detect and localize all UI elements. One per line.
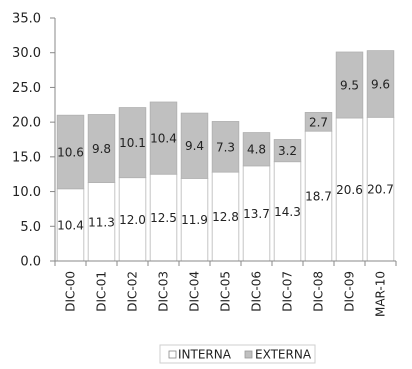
bar-interna (366, 116, 395, 262)
bar-externa (118, 107, 147, 179)
x-tick-label: DIC-03 (157, 271, 171, 312)
legend-swatch-externa (244, 350, 253, 359)
x-tick-label: DIC-08 (312, 271, 326, 312)
x-tick-label: DIC-00 (64, 271, 78, 312)
bar-externa (180, 112, 209, 179)
x-tick-label: DIC-07 (281, 271, 295, 312)
legend-label-interna: INTERNA (178, 348, 232, 362)
data-label-interna: 20.7 (367, 183, 394, 197)
x-tick-label: DIC-09 (343, 271, 357, 312)
bar-interna (335, 117, 364, 262)
data-label-externa: 2.7 (309, 115, 328, 129)
bar-externa (56, 114, 85, 190)
data-label-externa: 3.2 (278, 144, 297, 158)
x-tick-label: DIC-05 (219, 271, 233, 312)
y-tick-label: 15.0 (12, 150, 41, 165)
y-tick-label: 30.0 (12, 46, 41, 61)
legend-label-externa: EXTERNA (255, 348, 312, 362)
data-label-externa: 10.1 (119, 136, 146, 150)
data-label-interna: 20.6 (336, 183, 363, 197)
bar-externa (242, 132, 271, 167)
data-label-interna: 10.4 (57, 218, 84, 232)
data-label-interna: 12.5 (150, 211, 177, 225)
x-tick-label: MAR-10 (374, 271, 388, 317)
bar-interna (273, 161, 302, 262)
legend-box (159, 344, 316, 364)
data-label-interna: 11.3 (88, 215, 115, 229)
data-label-interna: 14.3 (274, 205, 301, 219)
data-label-externa: 10.4 (150, 132, 177, 146)
bar-externa (87, 114, 116, 183)
data-label-externa: 9.4 (185, 139, 204, 153)
data-label-externa: 9.5 (340, 78, 359, 92)
data-label-interna: 11.9 (181, 213, 208, 227)
x-tick-label: DIC-01 (95, 271, 109, 312)
legend: INTERNA EXTERNA (159, 344, 316, 364)
data-label-externa: 7.3 (216, 140, 235, 154)
x-tick-label: DIC-04 (188, 271, 202, 312)
legend-swatch-interna (168, 350, 177, 359)
data-label-externa: 9.8 (92, 142, 111, 156)
data-label-externa: 9.6 (371, 77, 390, 91)
bars: 10.4 10.6 11.3 9.8 12.0 10.1 12.5 10.4 11.9 9.4 12… (56, 50, 395, 262)
data-label-externa: 10.6 (57, 145, 84, 159)
bar-externa (335, 51, 364, 119)
x-tick-label: DIC-02 (126, 271, 140, 312)
data-label-interna: 12.0 (119, 213, 146, 227)
data-label-externa: 4.8 (247, 143, 266, 157)
bar-externa (304, 112, 333, 132)
bar-interna (56, 188, 85, 262)
y-axis: 0.0 5.0 10.0 15.0 20.0 25.0 30.0 35.0 (12, 12, 56, 270)
y-tick-label: 5.0 (20, 220, 41, 235)
bar-interna (180, 177, 209, 262)
y-tick-label: 25.0 (12, 81, 41, 96)
data-label-interna: 18.7 (305, 190, 332, 204)
y-tick-label: 10.0 (12, 185, 41, 200)
bar-externa (273, 139, 302, 163)
x-tick-label: DIC-06 (250, 271, 264, 312)
y-tick-label: 35.0 (12, 12, 41, 27)
y-tick-label: 20.0 (12, 116, 41, 131)
bar-externa (211, 121, 240, 173)
data-label-interna: 13.7 (243, 207, 270, 221)
y-tick-label: 0.0 (20, 255, 41, 270)
bar-externa (366, 50, 395, 118)
bar-externa (149, 101, 178, 175)
data-label-interna: 12.8 (212, 210, 239, 224)
x-axis: DIC-00 DIC-01 DIC-02 DIC-03 DIC-04 DIC-05 DIC-… (54, 260, 397, 317)
bar-interna (304, 130, 333, 262)
